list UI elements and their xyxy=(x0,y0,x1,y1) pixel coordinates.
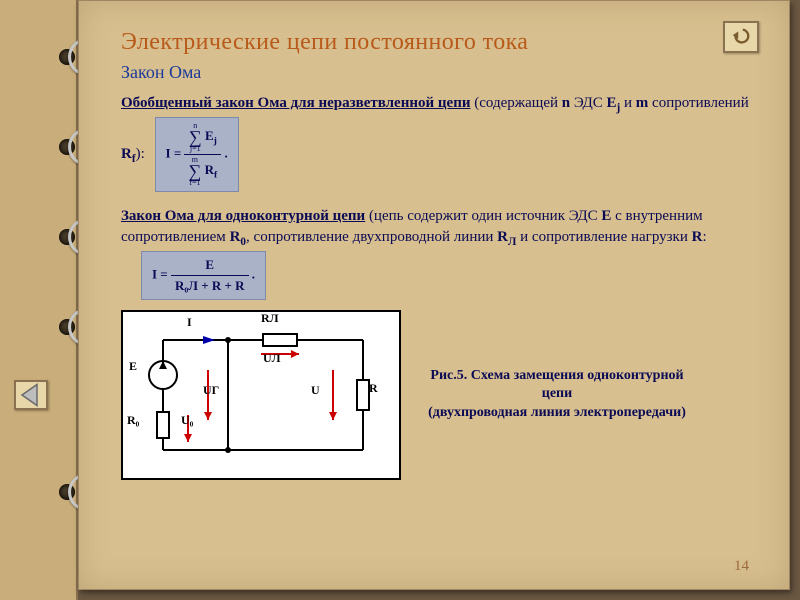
label-UL: UЛ xyxy=(263,350,281,367)
label-U: U xyxy=(311,382,320,399)
return-button[interactable] xyxy=(723,21,759,53)
slide-number: 14 xyxy=(734,558,749,575)
prev-slide-button[interactable] xyxy=(14,380,48,410)
label-R: R xyxy=(369,380,378,397)
lead-1: Обобщенный закон Ома для неразветвленной… xyxy=(121,95,470,111)
page-subtitle: Закон Ома xyxy=(121,62,757,83)
page-title: Электрические цепи постоянного тока xyxy=(121,29,757,56)
paragraph-single-loop: Закон Ома для одноконтурной цепи (цепь с… xyxy=(121,206,757,300)
lead-2: Закон Ома для одноконтурной цепи xyxy=(121,208,365,224)
label-RL: RЛ xyxy=(261,310,279,327)
label-I: I xyxy=(187,314,192,331)
slide-page: Электрические цепи постоянного тока Зако… xyxy=(78,0,790,590)
binder-strip xyxy=(0,0,78,600)
return-arrow-icon xyxy=(730,26,752,48)
formula-generalized: I = n∑j=1 Ej m∑f=1 Rf . xyxy=(155,117,239,192)
label-U0: U₀ xyxy=(181,412,193,429)
triangle-left-icon xyxy=(16,380,46,410)
label-R0: R₀ xyxy=(127,412,139,429)
body-text: Обобщенный закон Ома для неразветвленной… xyxy=(121,93,757,480)
label-UG: UГ xyxy=(203,382,219,399)
circuit-diagram: I E R₀ RЛ UЛ UГ U₀ U R xyxy=(121,310,401,480)
figure-caption: Рис.5. Схема замещения одноконтурной цеп… xyxy=(417,367,697,424)
label-E: E xyxy=(129,358,137,375)
paragraph-generalized-ohm: Обобщенный закон Ома для неразветвленной… xyxy=(121,93,757,192)
formula-single-loop: I = E R₀Л + R + R . xyxy=(141,251,266,300)
